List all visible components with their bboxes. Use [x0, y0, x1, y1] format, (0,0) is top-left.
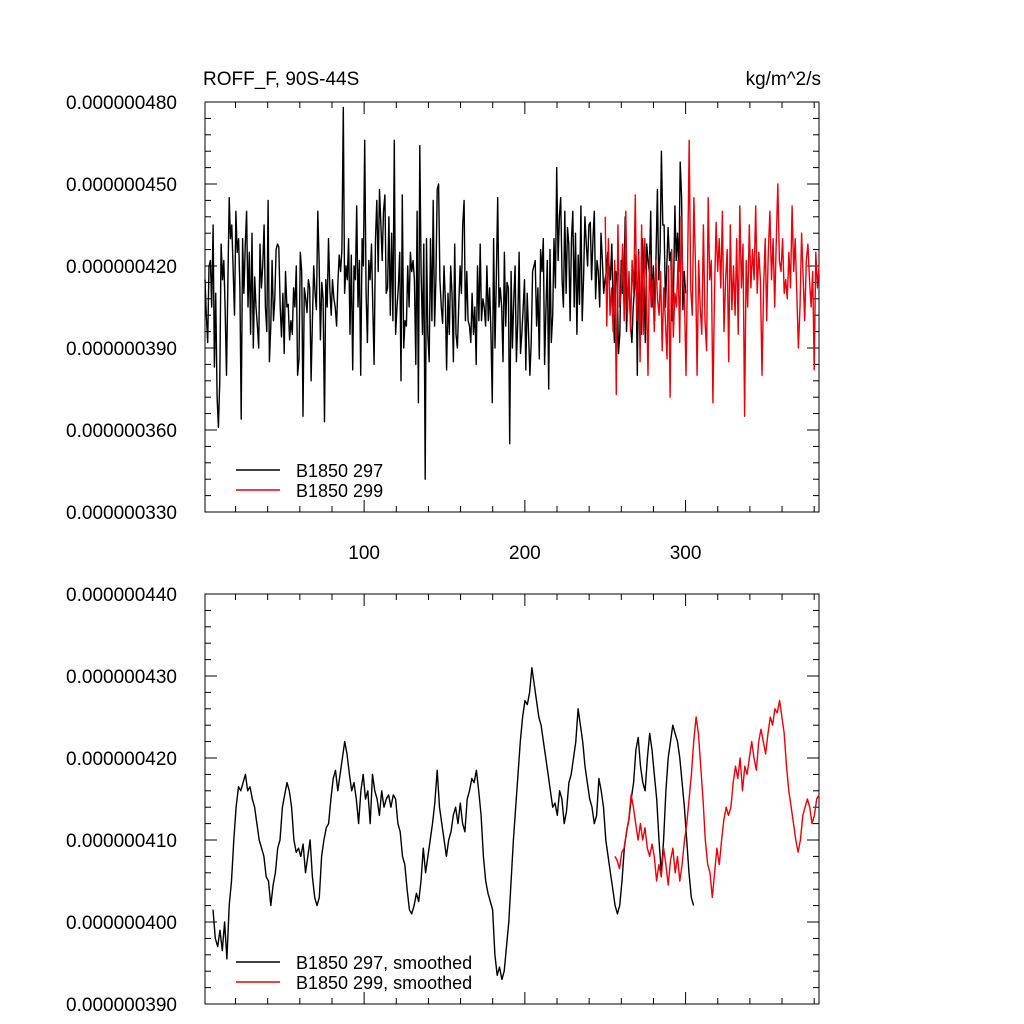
y-tick-label: 0.000000440	[66, 585, 177, 606]
y-tick-label: 0.000000450	[66, 175, 177, 196]
chart-title: ROFF_F, 90S-44S	[203, 69, 359, 90]
legend-label: B1850 297, smoothed	[296, 953, 472, 973]
series-line-0	[212, 667, 695, 981]
y-tick-label: 0.000000400	[66, 913, 177, 934]
plot-frame	[204, 101, 820, 513]
series-line-1	[614, 699, 820, 899]
x-tick-label: 300	[670, 543, 702, 564]
series-line-1	[604, 139, 820, 417]
units-label: kg/m^2/s	[746, 69, 821, 90]
y-tick-label: 0.000000420	[66, 257, 177, 278]
legend-label: B1850 299	[296, 481, 383, 501]
y-tick-label: 0.000000410	[66, 831, 177, 852]
y-tick-label: 0.000000330	[66, 503, 177, 524]
plot-frame	[204, 593, 820, 1005]
x-tick-label: 100	[348, 543, 380, 564]
y-tick-label: 0.000000420	[66, 749, 177, 770]
y-tick-label: 0.000000360	[66, 421, 177, 442]
x-tick-label: 200	[509, 543, 541, 564]
y-tick-label: 0.000000390	[66, 339, 177, 360]
legend-label: B1850 297	[296, 461, 383, 481]
y-tick-label: 0.000000430	[66, 667, 177, 688]
legend-label: B1850 299, smoothed	[296, 973, 472, 993]
y-tick-label: 0.000000390	[66, 995, 177, 1016]
y-tick-label: 0.000000480	[66, 93, 177, 114]
